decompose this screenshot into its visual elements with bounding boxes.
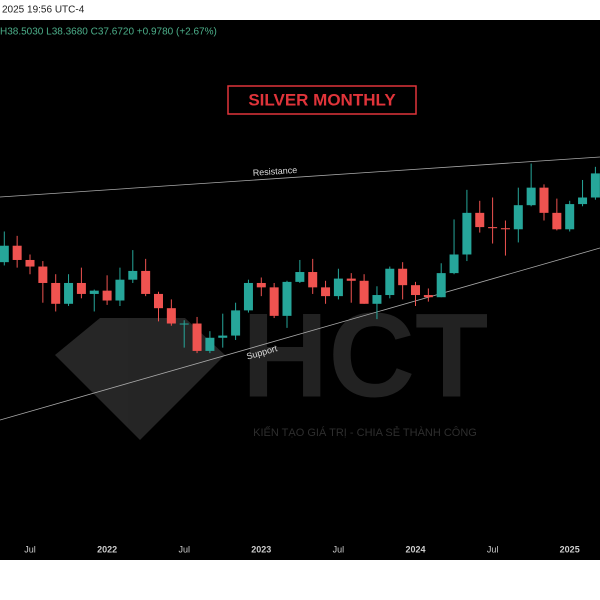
title-box <box>227 85 417 115</box>
x-tick-label: 2025 <box>560 544 580 554</box>
candle-body <box>192 323 202 351</box>
candle-body <box>488 227 498 229</box>
candle-body <box>436 273 446 298</box>
candle-body <box>12 245 22 260</box>
candle-body <box>128 270 138 280</box>
candle-body <box>372 295 382 304</box>
watermark-logo-shape <box>55 318 225 440</box>
candle-body <box>475 212 485 228</box>
candle-body <box>500 228 510 230</box>
support-line <box>0 247 600 421</box>
candle-body <box>115 279 125 301</box>
candle-body <box>590 173 600 198</box>
watermark-logo: HCT <box>242 289 489 423</box>
candle-body <box>513 205 523 230</box>
candle-body <box>102 290 112 301</box>
resistance-label: Resistance <box>252 165 297 178</box>
candle-body <box>76 282 86 294</box>
plot-background <box>0 20 600 560</box>
candle-body <box>141 270 151 294</box>
candle-body <box>385 268 395 296</box>
candle-body <box>179 323 189 325</box>
x-tick-label: Jul <box>487 544 499 554</box>
header-quote: H38.5030 L38.3680 C37.6720 +0.9780 (+2.6… <box>0 27 217 38</box>
candle-body <box>25 259 35 267</box>
watermark-slogan: KIẾN TẠO GIÁ TRỊ - CHIA SẺ THÀNH CÔNG <box>253 426 477 439</box>
candle-body <box>308 272 318 288</box>
candle-body <box>346 278 356 281</box>
candle-body <box>359 280 369 304</box>
candle-body <box>218 335 228 338</box>
candle-body <box>321 287 331 297</box>
candle-body <box>423 295 433 298</box>
candle-body <box>64 282 74 304</box>
candle-body <box>411 285 420 296</box>
candle-body <box>269 287 279 316</box>
candle-body <box>205 337 215 351</box>
candle-body <box>539 187 549 213</box>
candle-body <box>166 308 176 324</box>
candle-body <box>256 282 266 288</box>
x-tick-label: Jul <box>333 544 345 554</box>
x-tick-label: 2023 <box>251 544 271 554</box>
candle-body <box>398 268 408 286</box>
candle-body <box>552 212 562 230</box>
candle-body <box>462 212 472 255</box>
x-tick-label: 2022 <box>97 544 117 554</box>
watermark: HCT KIẾN TẠO GIÁ TRỊ - CHIA SẺ THÀNH CÔN… <box>55 289 488 440</box>
candle-body <box>38 266 48 283</box>
candle-body <box>565 204 575 230</box>
candle-body <box>295 272 305 282</box>
candle-body <box>243 282 253 311</box>
candle-body <box>526 187 536 206</box>
chart-title: SILVER MONTHLY <box>248 90 396 109</box>
candle-body <box>449 254 459 274</box>
candle-body <box>282 281 292 316</box>
candle-body <box>89 290 99 294</box>
candle-body <box>231 310 241 336</box>
candle-body <box>333 278 343 297</box>
x-tick-label: 2024 <box>405 544 425 554</box>
x-tick-label: Jul <box>24 544 36 554</box>
header-time: 2025 19:56 UTC-4 <box>2 5 85 16</box>
candle-body <box>154 293 163 309</box>
candle-body <box>578 197 588 205</box>
x-tick-label: Jul <box>178 544 190 554</box>
resistance-line <box>0 156 600 198</box>
candle-body <box>51 282 61 304</box>
candle-body <box>0 245 9 263</box>
